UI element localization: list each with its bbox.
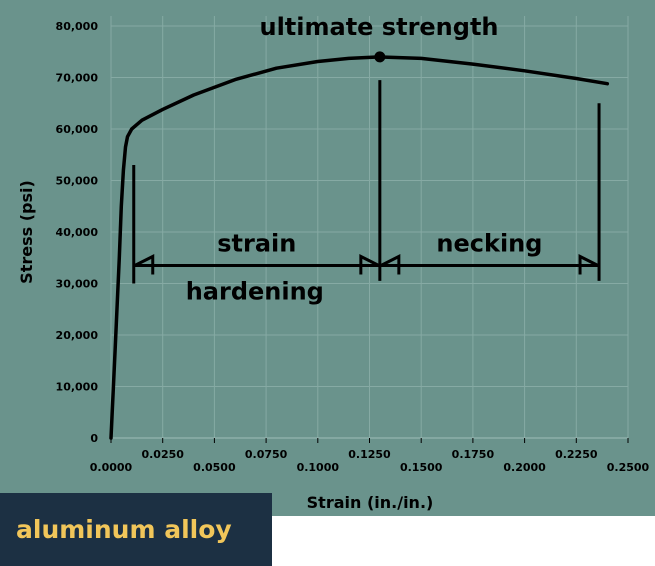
- y-tick-label: 80,000: [56, 20, 99, 33]
- arrow-head: [359, 254, 380, 275]
- x-tick-label: 0.1250: [348, 448, 391, 461]
- material-label: aluminum alloy: [0, 493, 272, 566]
- region-label: strain: [217, 229, 296, 257]
- y-axis-label: Stress (psi): [17, 180, 36, 284]
- x-tick-label: 0.0500: [193, 461, 236, 474]
- region-label: necking: [436, 229, 542, 257]
- y-tick-label: 30,000: [56, 278, 99, 291]
- stress-strain-curve: [109, 55, 610, 440]
- stress-strain-chart: 0.0000 0.0250 0.0500 0.0750 0.1000 0.1250 0.15…: [17, 13, 650, 512]
- material-label-text: aluminum alloy: [16, 515, 232, 544]
- arrow-head: [134, 254, 155, 275]
- chart-area: 0.0000 0.0250 0.0500 0.0750 0.1000 0.1250 0.15…: [0, 0, 655, 516]
- x-tick-label: 0.0000: [90, 461, 133, 474]
- x-tick-label: 0.2000: [503, 461, 546, 474]
- x-axis-label: Strain (in./in.): [307, 493, 434, 512]
- ultimate-strength-point: [374, 51, 386, 63]
- y-tick-label: 40,000: [56, 226, 99, 239]
- arrow-head: [380, 254, 401, 275]
- y-tick-label: 60,000: [56, 123, 99, 136]
- x-tick-label: 0.1000: [297, 461, 340, 474]
- x-tick-label: 0.1750: [452, 448, 495, 461]
- x-tick-label: 0.2500: [607, 461, 650, 474]
- y-tick-label: 70,000: [56, 72, 99, 85]
- y-tick-label: 20,000: [56, 329, 99, 342]
- x-tick-label: 0.2250: [555, 448, 598, 461]
- y-tick-label: 0: [90, 432, 98, 445]
- ultimate-strength-label: ultimate strength: [259, 13, 498, 41]
- x-tick-label: 0.1500: [400, 461, 443, 474]
- x-tick-label: 0.0750: [245, 448, 288, 461]
- region-label: hardening: [186, 277, 324, 305]
- y-tick-label: 10,000: [56, 381, 99, 394]
- x-tick-label: 0.0250: [141, 448, 184, 461]
- y-tick-label: 50,000: [56, 175, 99, 188]
- arrow-head: [578, 254, 599, 275]
